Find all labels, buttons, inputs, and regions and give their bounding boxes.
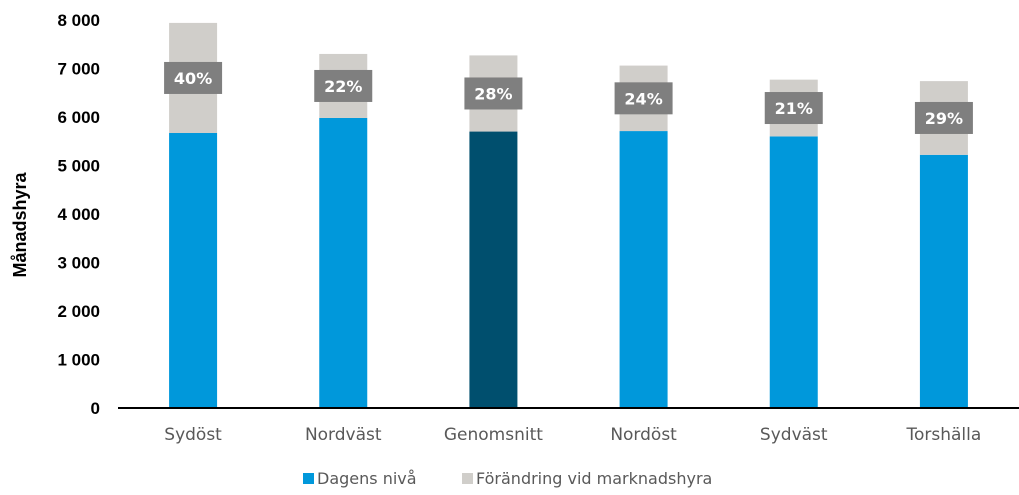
bar-dagens-niva (169, 133, 218, 408)
bar-dagens-niva (319, 117, 368, 408)
y-tick-label: 1 000 (57, 351, 100, 370)
y-tick-label: 4 000 (57, 205, 100, 224)
legend-label: Dagens nivå (317, 469, 417, 488)
y-axis-label: Månadshyra (10, 171, 30, 277)
y-tick-label: 3 000 (57, 254, 100, 273)
bar-dagens-niva (469, 131, 518, 409)
x-tick-label: Nordväst (305, 425, 382, 445)
y-tick-label: 5 000 (57, 157, 100, 176)
y-tick-label: 2 000 (57, 302, 100, 321)
x-tick-label: Sydöst (164, 425, 222, 445)
percent-annotations: 40% 22% 28% 24% 21% 29% (164, 61, 973, 134)
x-tick-label: Torshälla (906, 425, 982, 445)
y-tick-label: 0 (91, 399, 100, 418)
percent-label: 29% (925, 109, 963, 128)
legend-label: Förändring vid marknadshyra (476, 469, 712, 488)
y-tick-label: 8 000 (57, 11, 100, 30)
bars (169, 22, 968, 409)
percent-label: 40% (174, 69, 212, 88)
percent-label-box (164, 61, 223, 94)
percent-label-box (914, 101, 973, 134)
y-axis-ticks: 0 1 000 2 000 3 000 4 000 5 000 6 000 7 000 8 00… (57, 11, 100, 418)
x-tick-label: Nordöst (610, 425, 677, 445)
legend: Dagens nivå Förändring vid marknadshyra (303, 469, 712, 488)
percent-label: 28% (474, 84, 512, 103)
percent-label-box (464, 77, 523, 110)
percent-label: 21% (775, 99, 813, 118)
x-axis-ticks: Sydöst Nordväst Genomsnitt Nordöst Sydväst To… (164, 425, 981, 445)
bar-dagens-niva (769, 136, 818, 408)
percent-label-box (764, 92, 823, 125)
x-tick-label: Sydväst (760, 425, 828, 445)
percent-label: 24% (624, 89, 662, 108)
percent-label-box (614, 82, 673, 115)
x-tick-label: Genomsnitt (444, 425, 543, 445)
bar-dagens-niva (619, 131, 668, 408)
percent-label-box (314, 69, 373, 102)
percent-label: 22% (324, 77, 362, 96)
y-tick-label: 6 000 (57, 108, 100, 127)
y-tick-label: 7 000 (57, 60, 100, 79)
bar-dagens-niva (919, 154, 968, 408)
legend-swatch (462, 473, 473, 484)
legend-swatch (303, 473, 314, 484)
